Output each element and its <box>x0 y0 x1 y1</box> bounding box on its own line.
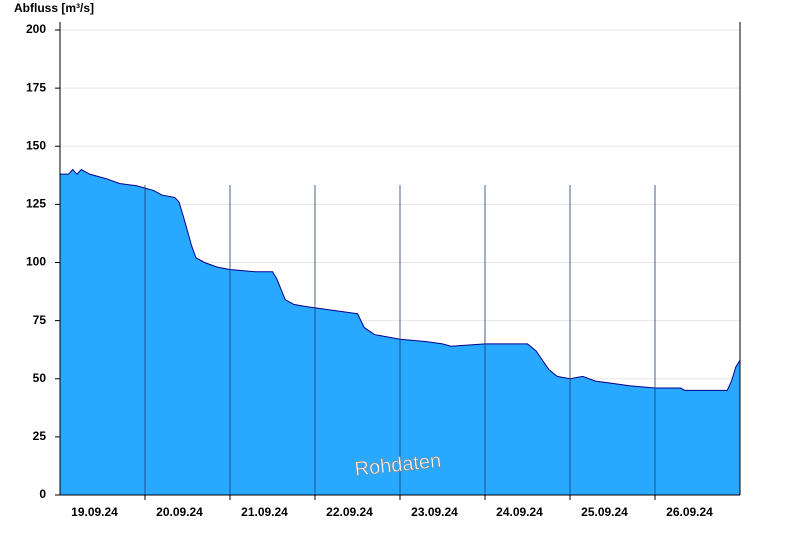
x-tick-label: 19.09.24 <box>71 505 118 519</box>
y-tick-label: 125 <box>26 197 46 211</box>
y-tick-label: 175 <box>26 80 46 94</box>
y-tick-label: 50 <box>33 371 47 385</box>
y-axis-label: Abfluss [m³/s] <box>14 1 94 15</box>
x-tick-label: 22.09.24 <box>326 505 373 519</box>
y-tick-label: 150 <box>26 138 46 152</box>
x-tick-label: 25.09.24 <box>581 505 628 519</box>
x-tick-label: 26.09.24 <box>666 505 713 519</box>
y-tick-label: 75 <box>33 313 47 327</box>
y-tick-label: 0 <box>39 487 46 501</box>
y-tick-label: 100 <box>26 255 46 269</box>
y-tick-label: 25 <box>33 429 47 443</box>
x-tick-label: 20.09.24 <box>156 505 203 519</box>
x-tick-label: 23.09.24 <box>411 505 458 519</box>
x-tick-label: 21.09.24 <box>241 505 288 519</box>
x-tick-label: 24.09.24 <box>496 505 543 519</box>
y-tick-label: 200 <box>26 22 46 36</box>
